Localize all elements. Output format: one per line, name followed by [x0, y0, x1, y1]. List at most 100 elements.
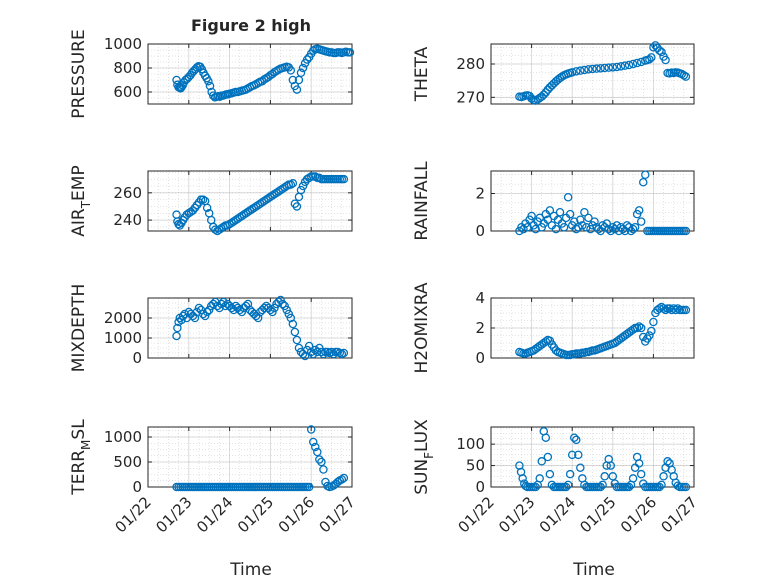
mixdepth-data-point: [278, 299, 287, 309]
h2omixra-y-tick-label: 0: [475, 349, 485, 367]
mixdepth-data-point: [268, 307, 277, 317]
pressure-data-point: [302, 55, 312, 64]
h2omixra-data-point: [667, 305, 676, 315]
sun-flux-data-point: [541, 433, 551, 442]
mixdepth-data-point: [339, 348, 349, 358]
h2omixra-data-point: [649, 317, 658, 327]
pressure-axes-box: [147, 43, 353, 105]
sun-flux-data-point: [596, 482, 605, 492]
sun-flux-data-point: [518, 474, 527, 483]
rainfall-data-point: [634, 206, 644, 215]
theta-data-point: [681, 72, 691, 81]
rainfall-data-point: [574, 222, 583, 232]
rainfall-data-point: [641, 170, 650, 179]
sun-flux-y-tick-label: 50: [466, 457, 485, 475]
mixdepth-data-point: [327, 347, 336, 357]
air-temp-data-point: [315, 173, 324, 183]
theta-data-point: [657, 47, 666, 57]
rainfall-y-tick-label: 0: [475, 222, 485, 240]
mixdepth-data-point: [213, 301, 222, 311]
theta-data-point: [628, 59, 638, 69]
terr-msl-data-point: [339, 473, 349, 483]
terr-msl-data-point: [304, 482, 314, 492]
h2omixra-data-point: [661, 305, 670, 315]
h2omixra-data-point: [639, 332, 648, 342]
sun-flux-data-point: [657, 480, 666, 490]
sun-flux-data-point: [537, 457, 547, 466]
terr-msl-data-point: [313, 447, 322, 457]
mixdepth-data-point: [229, 305, 238, 315]
mixdepth-data-point: [227, 303, 236, 313]
subplot-pressure: 600 800 1000 PRESSURE: [69, 29, 355, 119]
sun-flux-data-point: [531, 482, 540, 492]
mixdepth-data-point: [319, 349, 328, 359]
air-temp-y-axis-label: AIRTEMP: [69, 165, 93, 236]
mixdepth-data-point: [266, 305, 275, 315]
rainfall-data-point: [576, 215, 585, 224]
h2omixra-data-point: [665, 304, 674, 313]
mixdepth-y-tick-label: 0: [132, 349, 142, 367]
rainfall-data-point: [584, 213, 593, 223]
x-axis-label-right: Time: [572, 560, 615, 580]
h2omixra-data-point: [634, 322, 644, 331]
pressure-data-point: [286, 66, 296, 75]
rainfall-data-point: [527, 211, 536, 221]
mixdepth-data-point: [292, 335, 302, 345]
theta-data-point: [580, 65, 589, 75]
theta-data-point: [620, 61, 630, 70]
h2omixra-y-tick-label: 4: [475, 289, 485, 307]
figure-title: Figure 2 high: [191, 16, 311, 35]
sun-flux-data-point: [636, 469, 646, 479]
theta-data-point: [527, 94, 536, 103]
terr-msl-data-point: [306, 425, 316, 434]
sun-flux-data-point: [535, 474, 544, 483]
sun-flux-data-point: [574, 450, 583, 460]
terr-msl-y-tick-label: 0: [132, 478, 142, 496]
rainfall-data-point: [572, 224, 581, 234]
rainfall-data-point: [551, 224, 561, 234]
terr-msl-data-point: [321, 477, 330, 487]
sun-flux-data-point: [634, 459, 644, 468]
sun-flux-data-point: [563, 480, 573, 490]
sun-flux-data-point: [543, 452, 553, 462]
rainfall-data-point: [681, 226, 691, 236]
theta-data-point: [588, 64, 597, 74]
h2omixra-data-point: [647, 326, 656, 336]
rainfall-data-point: [639, 177, 648, 187]
air-temp-data-point: [202, 203, 212, 213]
rainfall-data-point: [519, 224, 528, 234]
pressure-data-point: [177, 82, 186, 92]
rainfall-data-point: [563, 192, 573, 202]
theta-y-axis-label: THETA: [412, 46, 432, 102]
pressure-y-tick-label: 600: [113, 83, 142, 101]
mixdepth-data-point: [294, 343, 304, 353]
air-temp-data-point: [304, 173, 314, 183]
mixdepth-data-point: [308, 349, 318, 359]
sun-flux-data-point: [624, 482, 634, 492]
theta-data-point: [661, 55, 670, 65]
theta-data-point: [584, 65, 593, 74]
pressure-data-point: [292, 85, 302, 94]
mixdepth-y-tick-label: 2000: [104, 309, 142, 327]
mixdepth-data-point: [329, 349, 338, 359]
theta-data-point: [612, 62, 622, 72]
mixdepth-data-point: [202, 307, 212, 317]
theta-y-tick-label: 270: [456, 88, 485, 106]
theta-data-point: [679, 71, 689, 80]
rainfall-data-point: [590, 217, 599, 226]
pressure-data-point: [298, 63, 308, 73]
terr-msl-y-tick-label: 500: [113, 453, 142, 471]
pressure-y-tick-label: 1000: [104, 35, 142, 53]
mixdepth-y-axis-label: MIXDEPTH: [69, 284, 89, 373]
rainfall-data-point: [578, 221, 587, 230]
rainfall-data-point: [608, 222, 618, 232]
rainfall-y-tick-label: 2: [475, 185, 485, 203]
h2omixra-series: [515, 302, 691, 360]
theta-data-point: [576, 66, 585, 75]
theta-data-point: [624, 60, 634, 70]
terr-msl-y-tick-label: 1000: [104, 428, 142, 446]
rainfall-data-point: [545, 206, 555, 215]
theta-data-point: [645, 55, 654, 64]
mixdepth-data-point: [290, 327, 300, 337]
